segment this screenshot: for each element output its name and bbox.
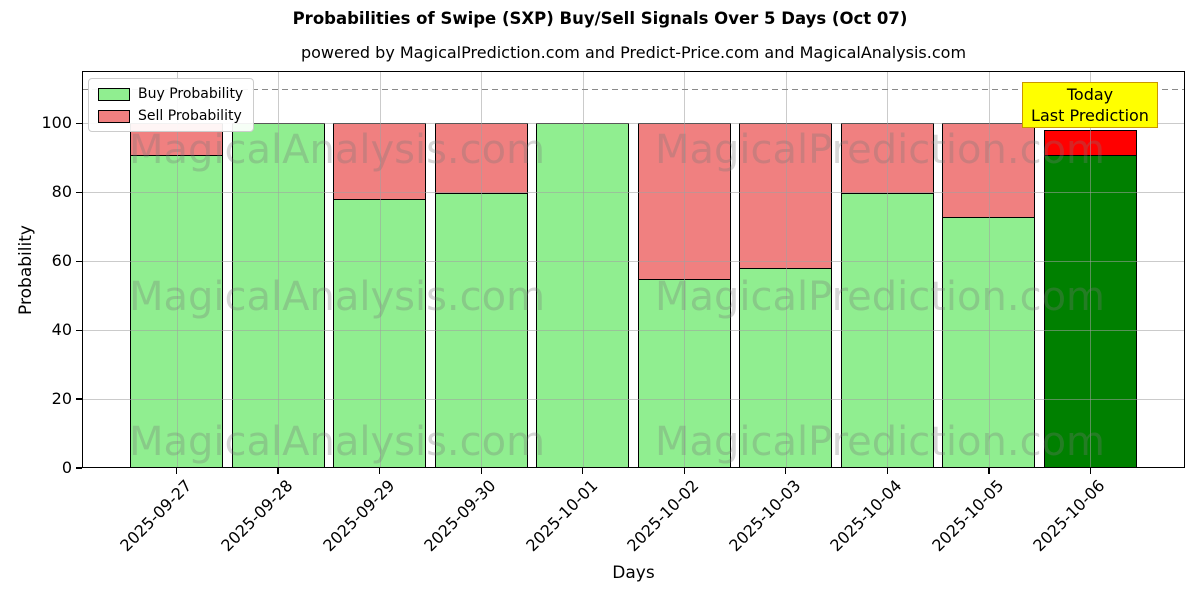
y-gridline <box>82 123 1185 125</box>
today-annotation-box: Today Last Prediction <box>1022 82 1158 128</box>
x-tick-mark <box>480 468 482 474</box>
x-tick-label-text: 2025-10-04 <box>826 476 906 556</box>
sell-probability-swatch-icon <box>98 109 130 123</box>
x-gridline <box>582 71 584 468</box>
x-tick-mark <box>785 468 787 474</box>
x-tick-mark <box>379 468 381 474</box>
y-gridline <box>82 399 1185 401</box>
x-tick-mark <box>175 468 178 474</box>
x-tick-mark <box>683 468 685 474</box>
legend-item-sell: Sell Probability <box>98 108 243 124</box>
x-gridline <box>176 71 178 468</box>
annotation-line-2: Last Prediction <box>1031 106 1149 125</box>
x-tick-mark <box>988 468 990 474</box>
y-tick-label: 0 <box>61 458 72 477</box>
y-tick-mark <box>76 122 82 125</box>
legend-label-buy: Buy Probability <box>138 86 244 102</box>
y-tick-label: 60 <box>51 251 72 271</box>
chart-subtitle: powered by MagicalPrediction.com and Pre… <box>300 43 967 62</box>
legend-label-sell: Sell Probability <box>138 108 242 124</box>
x-tick-label-text: 2025-09-27 <box>115 476 195 556</box>
chart-title: Probabilities of Swipe (SXP) Buy/Sell Si… <box>292 9 908 28</box>
y-tick-mark <box>76 398 82 400</box>
y-gridline <box>82 330 1185 332</box>
y-tick-label: 80 <box>51 182 72 202</box>
x-gridline <box>785 71 787 468</box>
x-tick-mark <box>582 468 584 474</box>
x-tick-label-text: 2025-10-01 <box>521 476 602 556</box>
x-tick-mark <box>886 468 889 474</box>
y-tick-label: 40 <box>51 320 72 340</box>
y-tick-mark <box>76 329 82 331</box>
x-axis-label: Days <box>612 563 655 583</box>
y-tick-label: 20 <box>51 389 72 409</box>
y-tick-label: 100 <box>41 113 72 133</box>
y-gridline <box>82 192 1185 194</box>
legend: Buy Probability Sell Probability <box>88 78 255 132</box>
x-gridline <box>379 71 381 468</box>
x-tick-mark <box>277 468 279 474</box>
x-tick-mark <box>1089 468 1092 474</box>
threshold-dashed-line <box>82 88 1185 91</box>
y-tick-mark <box>76 191 82 193</box>
x-tick-label-text: 2025-09-29 <box>318 476 399 556</box>
x-gridline <box>684 71 686 468</box>
x-tick-label-text: 2025-10-03 <box>725 476 805 556</box>
y-axis-label: Probability <box>16 225 36 315</box>
annotation-line-1: Today <box>1066 85 1114 104</box>
x-tick-label-text: 2025-10-05 <box>928 476 1008 556</box>
x-gridline <box>887 71 889 468</box>
y-gridline <box>82 261 1185 263</box>
x-tick-label-text: 2025-09-30 <box>420 476 500 556</box>
buy-probability-swatch-icon <box>98 87 130 101</box>
y-tick-mark <box>76 467 82 469</box>
y-tick-mark <box>76 260 82 262</box>
x-gridline <box>481 71 483 468</box>
x-tick-label-text: 2025-09-28 <box>217 476 297 556</box>
x-tick-label-text: 2025-10-06 <box>1029 476 1109 556</box>
legend-item-buy: Buy Probability <box>98 86 243 102</box>
x-tick-label-text: 2025-10-02 <box>623 476 703 556</box>
x-gridline <box>1090 71 1092 468</box>
x-gridline <box>988 71 990 468</box>
x-gridline <box>278 71 280 468</box>
